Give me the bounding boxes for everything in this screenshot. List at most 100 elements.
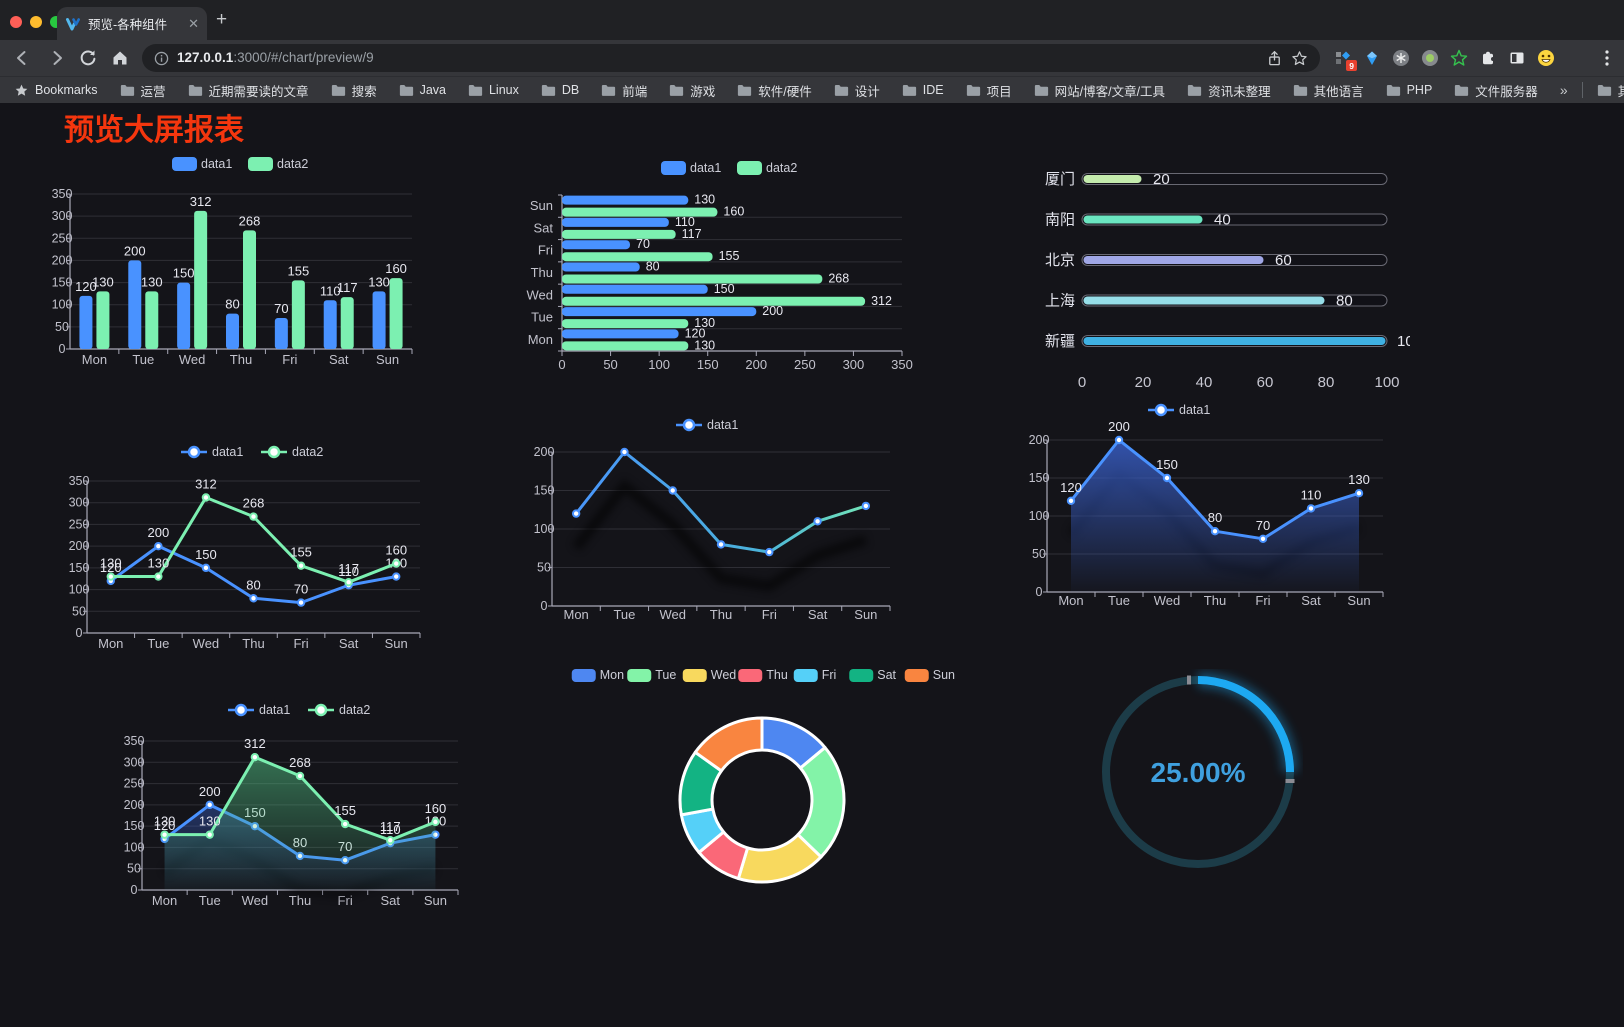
bookmark-folder[interactable]: 近期需要读的文章: [188, 81, 309, 100]
bookmark-label: 资讯未整理: [1208, 84, 1271, 99]
svg-text:130: 130: [694, 338, 715, 352]
bookmark-folder[interactable]: Linux: [468, 81, 519, 100]
legend-item[interactable]: data1: [172, 157, 232, 171]
emoji-extension-icon[interactable]: [1537, 49, 1555, 67]
legend-item[interactable]: data1: [181, 445, 243, 459]
legend-item[interactable]: Fri: [793, 668, 837, 682]
legend-item[interactable]: data1: [661, 161, 721, 175]
pie-slice-sun[interactable]: [693, 716, 764, 773]
svg-text:data1: data1: [259, 703, 290, 717]
svg-text:120: 120: [685, 326, 706, 340]
address-bar[interactable]: 127.0.0.1:3000/#/chart/preview/9: [142, 44, 1320, 72]
green-star-extension-icon[interactable]: [1450, 49, 1468, 67]
svg-text:Tue: Tue: [613, 607, 635, 622]
svg-text:268: 268: [828, 272, 849, 286]
svg-text:0: 0: [76, 626, 83, 640]
legend-item[interactable]: data2: [308, 703, 370, 717]
other-bookmarks-folder[interactable]: 其他书签: [1597, 81, 1624, 100]
svg-text:130: 130: [694, 193, 715, 207]
gauge-canvas: 25.00%: [1102, 672, 1298, 868]
svg-text:Wed: Wed: [527, 287, 554, 302]
back-icon[interactable]: [12, 48, 32, 68]
legend-item[interactable]: Thu: [738, 668, 788, 682]
browser-tab[interactable]: 预览-各种组件 ✕: [57, 7, 207, 40]
svg-text:20: 20: [1135, 374, 1152, 391]
svg-text:Tue: Tue: [147, 636, 169, 651]
svg-text:0: 0: [541, 599, 548, 613]
bookmark-folder[interactable]: 项目: [966, 81, 1012, 100]
new-tab-button[interactable]: +: [216, 9, 228, 30]
bookmark-folder[interactable]: Java: [399, 81, 446, 100]
share-icon[interactable]: [1266, 50, 1283, 67]
svg-text:300: 300: [52, 209, 73, 223]
legend-item[interactable]: data1: [1148, 403, 1210, 417]
folder-icon: [902, 84, 916, 96]
home-icon[interactable]: [110, 48, 130, 68]
legend-item[interactable]: data2: [261, 445, 323, 459]
bookmark-folder[interactable]: 搜索: [331, 81, 377, 100]
proxy-extension-glyph: [1336, 51, 1350, 64]
svg-text:Sat: Sat: [381, 893, 401, 908]
bookmark-folder[interactable]: 文件服务器: [1454, 81, 1538, 100]
gem-extension-icon[interactable]: [1363, 49, 1381, 67]
svg-text:Sun: Sun: [1347, 593, 1370, 608]
legend-item[interactable]: data1: [228, 703, 290, 717]
menu-icon[interactable]: [1598, 48, 1616, 68]
svg-text:Wed: Wed: [242, 893, 269, 908]
bookmark-folder[interactable]: 前端: [601, 81, 647, 100]
svg-text:130: 130: [199, 814, 221, 829]
bookmark-folder[interactable]: 资讯未整理: [1187, 81, 1271, 100]
bookmark-folder[interactable]: IDE: [902, 81, 944, 100]
site-info-icon[interactable]: [154, 51, 169, 66]
minimize-window-button[interactable]: [30, 16, 42, 28]
bookmark-folder[interactable]: 运营: [120, 81, 166, 100]
legend-item[interactable]: Wed: [682, 668, 737, 682]
svg-text:150: 150: [1156, 457, 1178, 472]
bookmark-folder[interactable]: 其他语言: [1293, 81, 1364, 100]
legend-item[interactable]: Sat: [849, 668, 897, 682]
green-star-glyph: [1450, 49, 1468, 66]
svg-text:80: 80: [225, 297, 239, 312]
svg-text:60: 60: [1257, 374, 1274, 391]
tab-close-icon[interactable]: ✕: [188, 15, 199, 31]
close-window-button[interactable]: [10, 16, 22, 28]
bookmark-star-icon[interactable]: [1291, 50, 1308, 67]
legend-item[interactable]: data2: [248, 157, 308, 171]
bookmarks-overflow-chevron[interactable]: »: [1559, 82, 1568, 98]
bookmark-folder[interactable]: 网站/博客/文章/工具: [1034, 81, 1165, 100]
bookmark-folder[interactable]: 软件/硬件: [737, 81, 812, 100]
svg-text:130: 130: [148, 556, 170, 571]
bookmark-folder[interactable]: DB: [541, 81, 579, 100]
bookmark-folder[interactable]: 设计: [834, 81, 880, 100]
svg-text:Fri: Fri: [822, 668, 837, 682]
bookmark-folder[interactable]: PHP: [1386, 81, 1432, 100]
svg-text:Wed: Wed: [711, 668, 737, 682]
svg-text:Sun: Sun: [933, 668, 955, 682]
url-host: 127.0.0.1: [177, 50, 234, 65]
svg-text:Mon: Mon: [98, 636, 123, 651]
side-panel-icon[interactable]: [1508, 49, 1526, 67]
legend-item[interactable]: data1: [676, 418, 738, 432]
snowflake-extension-icon[interactable]: [1392, 49, 1410, 67]
bookmark-label: Java: [419, 83, 446, 97]
svg-text:Sat: Sat: [808, 607, 828, 622]
svg-text:150: 150: [124, 819, 145, 833]
city-progress-chart: 厦门 20 南阳 40 北京 60 上海 80 新疆 100 0 20 40 60 80 100: [985, 155, 1422, 405]
horizontal-bar-canvas: data1 data2 0 50 100 150 200 250 300 350 Sun Sat Fri…: [527, 161, 913, 372]
legend-item[interactable]: Mon: [571, 668, 624, 682]
svg-text:200: 200: [52, 253, 73, 267]
legend-item[interactable]: Tue: [627, 668, 676, 682]
forward-icon[interactable]: [47, 48, 67, 68]
svg-text:Thu: Thu: [242, 636, 264, 651]
reload-icon[interactable]: [78, 48, 98, 68]
svg-text:70: 70: [294, 582, 308, 597]
extensions-puzzle-icon[interactable]: [1479, 49, 1497, 67]
legend-item[interactable]: Sun: [904, 668, 955, 682]
svg-text:50: 50: [603, 357, 617, 372]
legend-item[interactable]: data2: [737, 161, 797, 175]
svg-text:Tue: Tue: [132, 352, 154, 367]
proxy-extension-icon[interactable]: 9: [1334, 49, 1357, 71]
bookmarks-root[interactable]: Bookmarks: [14, 83, 98, 98]
bookmark-folder[interactable]: 游戏: [669, 81, 715, 100]
green-dot-extension-icon[interactable]: [1421, 49, 1439, 67]
